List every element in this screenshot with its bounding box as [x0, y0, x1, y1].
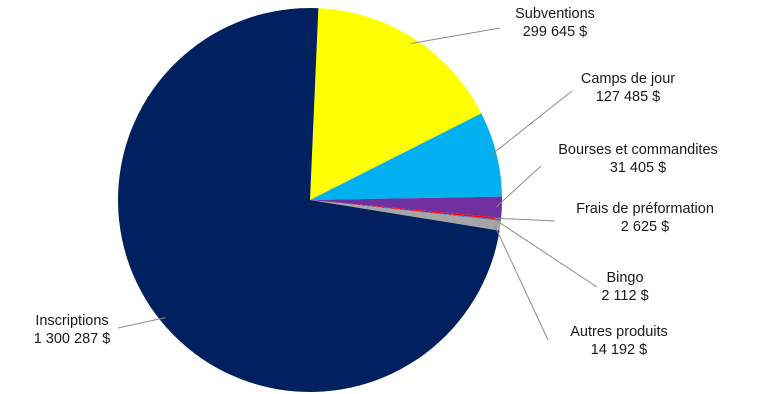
leader-line-bingo — [494, 219, 598, 288]
pie-slice-subventions — [310, 8, 482, 201]
slice-value: 1 300 287 $ — [34, 331, 111, 347]
leader-line-autres-produits — [494, 224, 549, 341]
pie-slices — [118, 7, 502, 392]
leader-line-subventions — [410, 27, 501, 44]
pie-slice-bingo — [310, 200, 501, 222]
slice-value: 31 405 $ — [610, 160, 666, 176]
slice-name: Subventions — [515, 6, 595, 22]
slice-label-bourses-et-commandites: Bourses et commandites 31 405 $ — [558, 142, 718, 176]
leader-line-inscriptions — [117, 317, 166, 329]
slice-name: Bourses et commandites — [558, 142, 718, 158]
pie-slice-bourses-et-commandites — [310, 196, 502, 218]
slice-name: Inscriptions — [35, 313, 108, 329]
pie-slice-camps-de-jour — [310, 113, 502, 200]
leader-line-bourses-et-commandites — [495, 165, 542, 208]
slice-labels: Subventions 299 645 $ Camps de jour 127 485… — [34, 6, 718, 358]
slice-value: 2 112 $ — [601, 288, 648, 304]
pie-slice-autres-produits — [310, 200, 501, 231]
slice-label-frais-de-preformation: Frais de préformation 2 625 $ — [576, 201, 714, 235]
slice-value: 14 192 $ — [591, 342, 647, 358]
slice-value: 299 645 $ — [523, 24, 588, 40]
slice-name: Frais de préformation — [576, 201, 714, 217]
pie-slice-inscriptions — [118, 7, 500, 392]
leader-lines — [117, 27, 598, 341]
slice-name: Camps de jour — [581, 71, 675, 87]
slice-label-autres-produits: Autres produits 14 192 $ — [570, 324, 668, 358]
slice-name: Autres produits — [570, 324, 668, 340]
slice-name: Bingo — [606, 270, 643, 286]
slice-label-camps-de-jour: Camps de jour 127 485 $ — [581, 71, 675, 105]
slice-value: 127 485 $ — [596, 89, 661, 105]
pie-slice-frais-de-preformation — [310, 200, 502, 220]
slice-value: 2 625 $ — [621, 219, 669, 235]
slice-label-bingo: Bingo 2 112 $ — [601, 270, 648, 304]
slice-label-inscriptions: Inscriptions 1 300 287 $ — [34, 313, 111, 347]
leader-line-frais-de-preformation — [495, 217, 556, 222]
slice-label-subventions: Subventions 299 645 $ — [515, 6, 595, 40]
leader-line-camps-de-jour — [490, 90, 573, 156]
